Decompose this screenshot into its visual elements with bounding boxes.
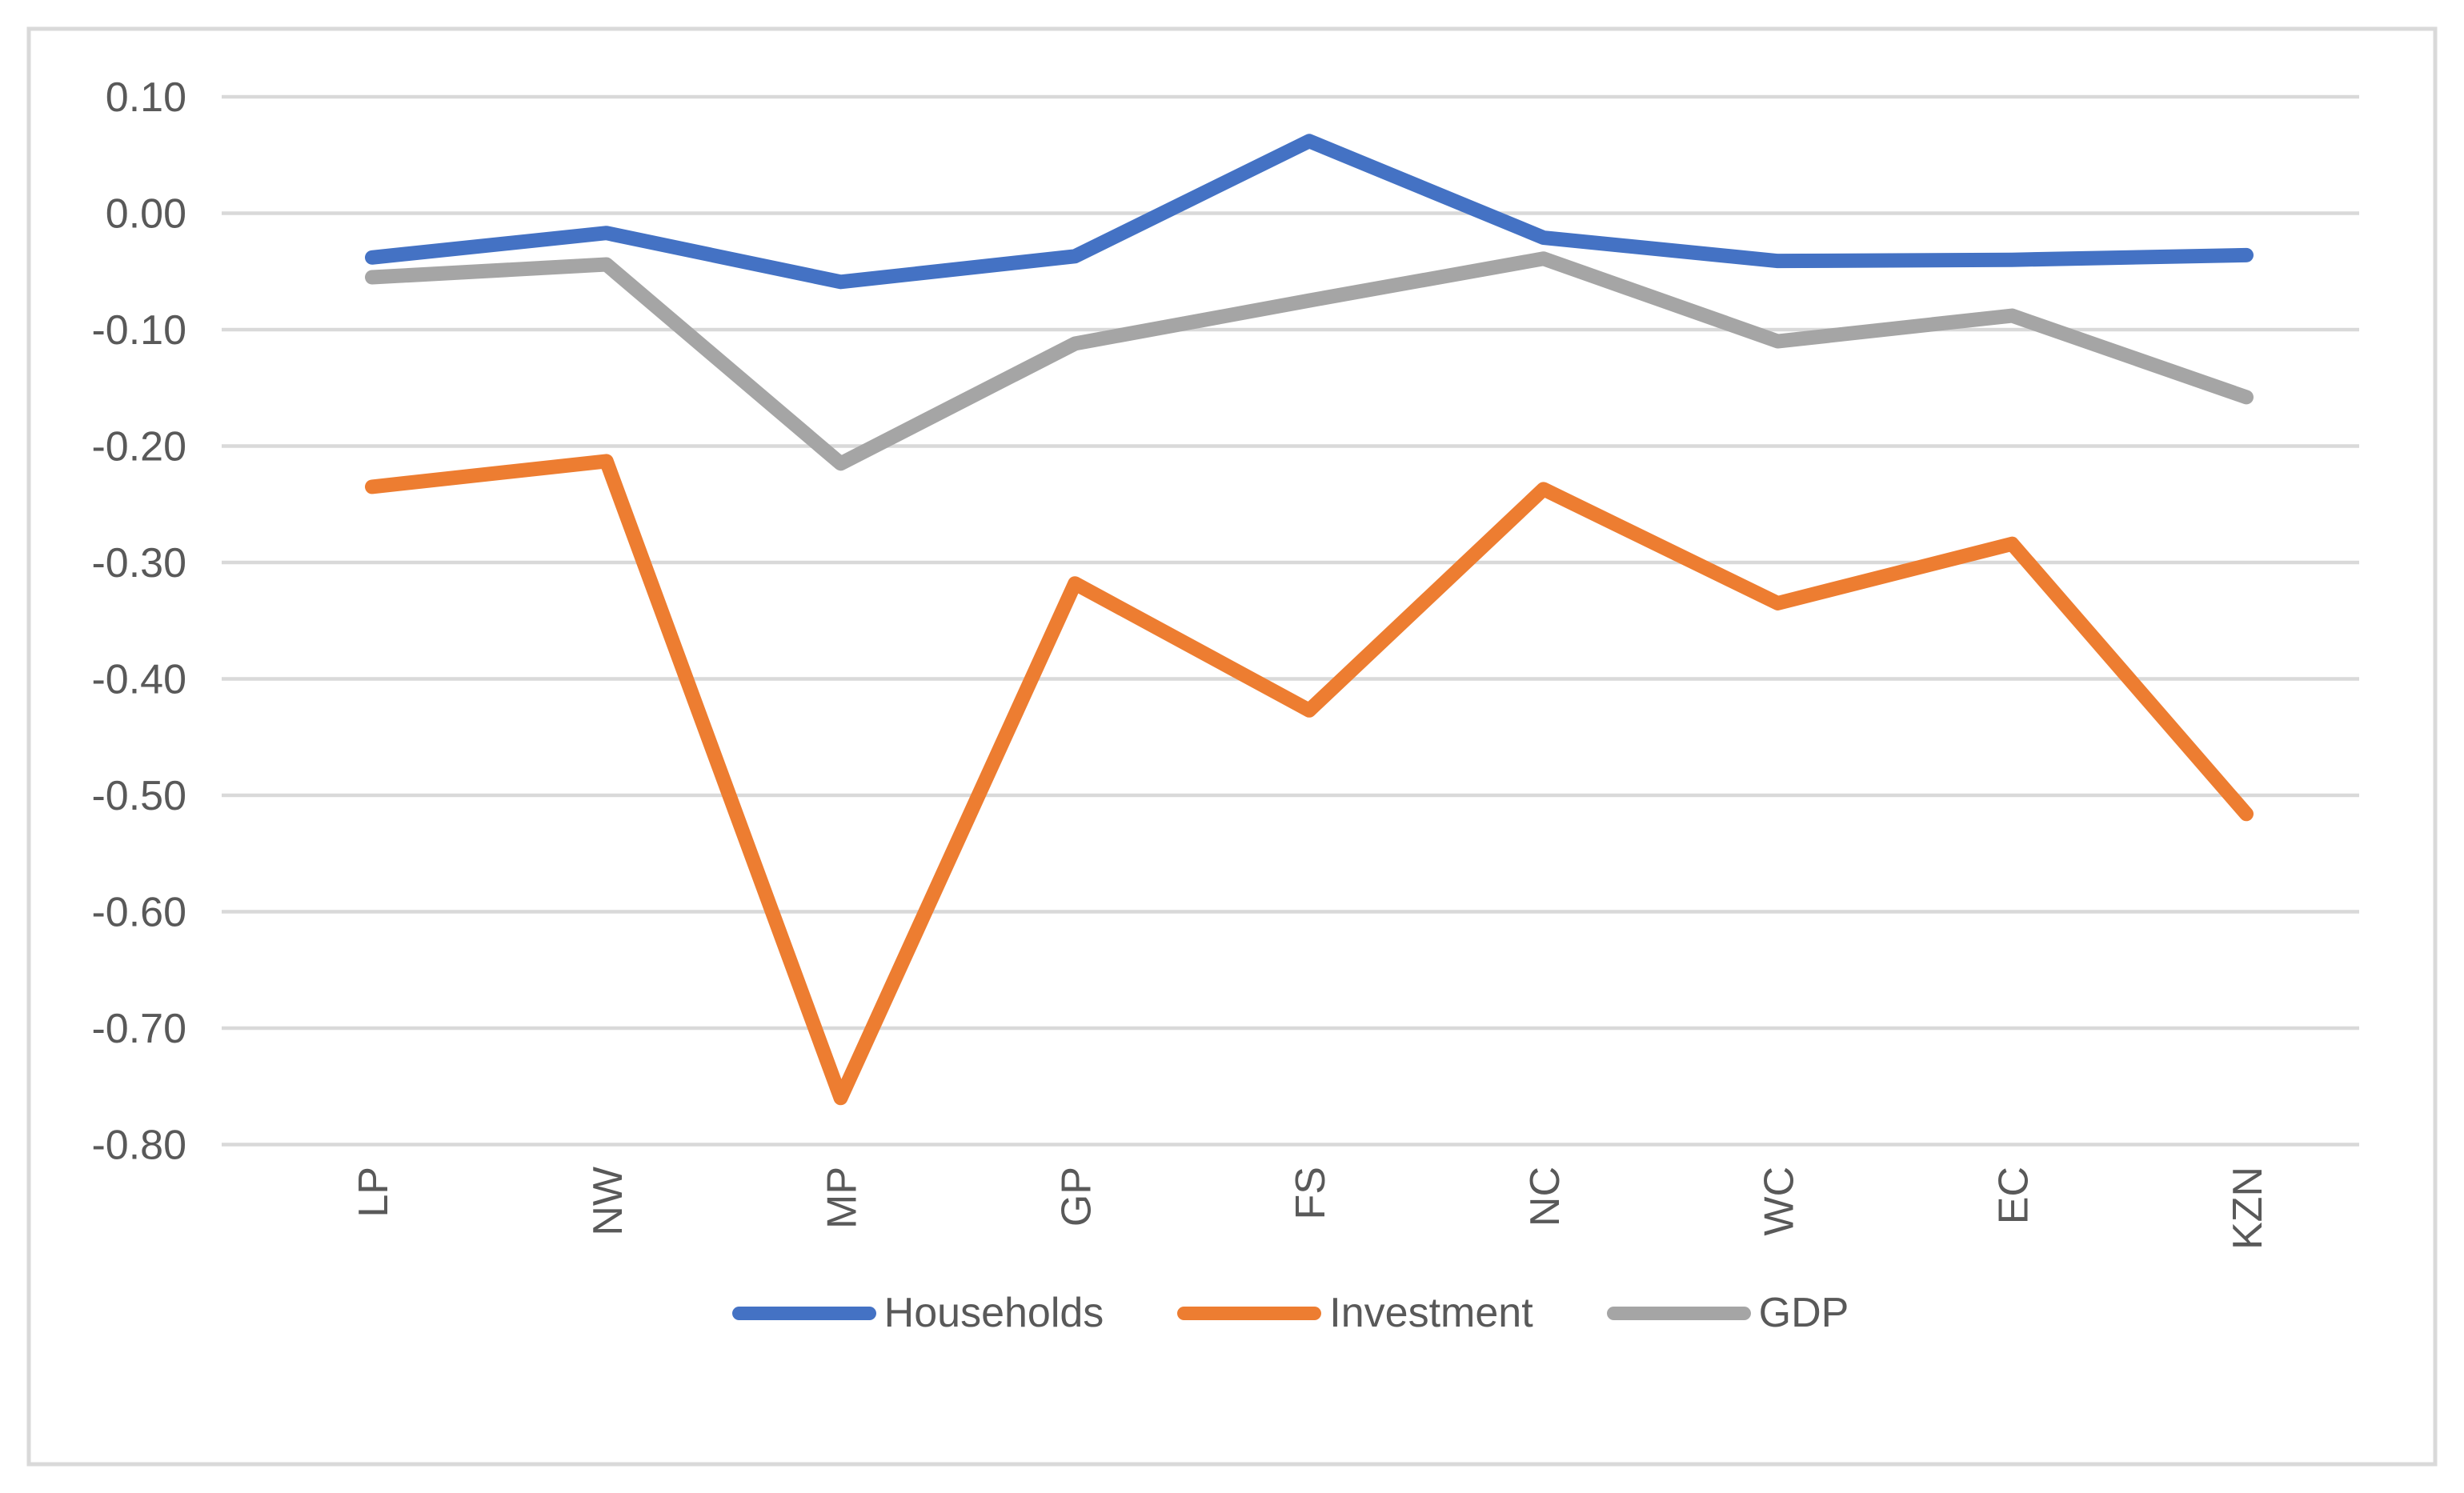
legend-swatch-households	[731, 1306, 876, 1320]
legend-label-investment: Investment	[1329, 1290, 1533, 1336]
y-tick-label: -0.80	[91, 1123, 186, 1169]
series-line-gdp	[365, 251, 2254, 471]
x-category-label: FS	[1288, 1167, 1334, 1219]
x-category-label: WC	[1757, 1167, 1803, 1236]
y-tick-label: -0.70	[91, 1006, 186, 1052]
legend-label-households: Households	[883, 1290, 1104, 1336]
y-tick-label: -0.40	[91, 657, 186, 703]
x-category-label: MP	[819, 1167, 866, 1229]
series-line-households	[365, 134, 2254, 290]
y-tick-label: 0.10	[106, 74, 186, 121]
y-tick-label: -0.20	[91, 424, 186, 470]
x-category-label: NC	[1522, 1167, 1569, 1227]
x-category-label: EC	[1990, 1167, 2037, 1224]
legend-swatch-investment	[1177, 1306, 1322, 1320]
y-tick-label: -0.10	[91, 307, 186, 354]
legend-swatch-gdp	[1606, 1306, 1751, 1320]
legend-label-gdp: GDP	[1758, 1290, 1849, 1336]
x-category-label: NW	[585, 1167, 631, 1236]
chart-legend: Households Investment GDP	[222, 1281, 2359, 1345]
x-category-label: LP	[351, 1167, 397, 1218]
legend-item-households: Households	[731, 1289, 1104, 1337]
legend-item-gdp: GDP	[1606, 1289, 1849, 1337]
chart-area-border	[26, 26, 2438, 1467]
y-tick-label: -0.50	[91, 773, 186, 819]
y-tick-label: -0.30	[91, 540, 186, 586]
x-category-label: KZN	[2225, 1167, 2271, 1250]
series-line-investment	[365, 454, 2254, 1106]
legend-item-investment: Investment	[1177, 1289, 1533, 1337]
x-category-label: GP	[1053, 1167, 1100, 1227]
y-tick-label: -0.60	[91, 890, 186, 936]
y-tick-label: 0.00	[106, 191, 186, 238]
